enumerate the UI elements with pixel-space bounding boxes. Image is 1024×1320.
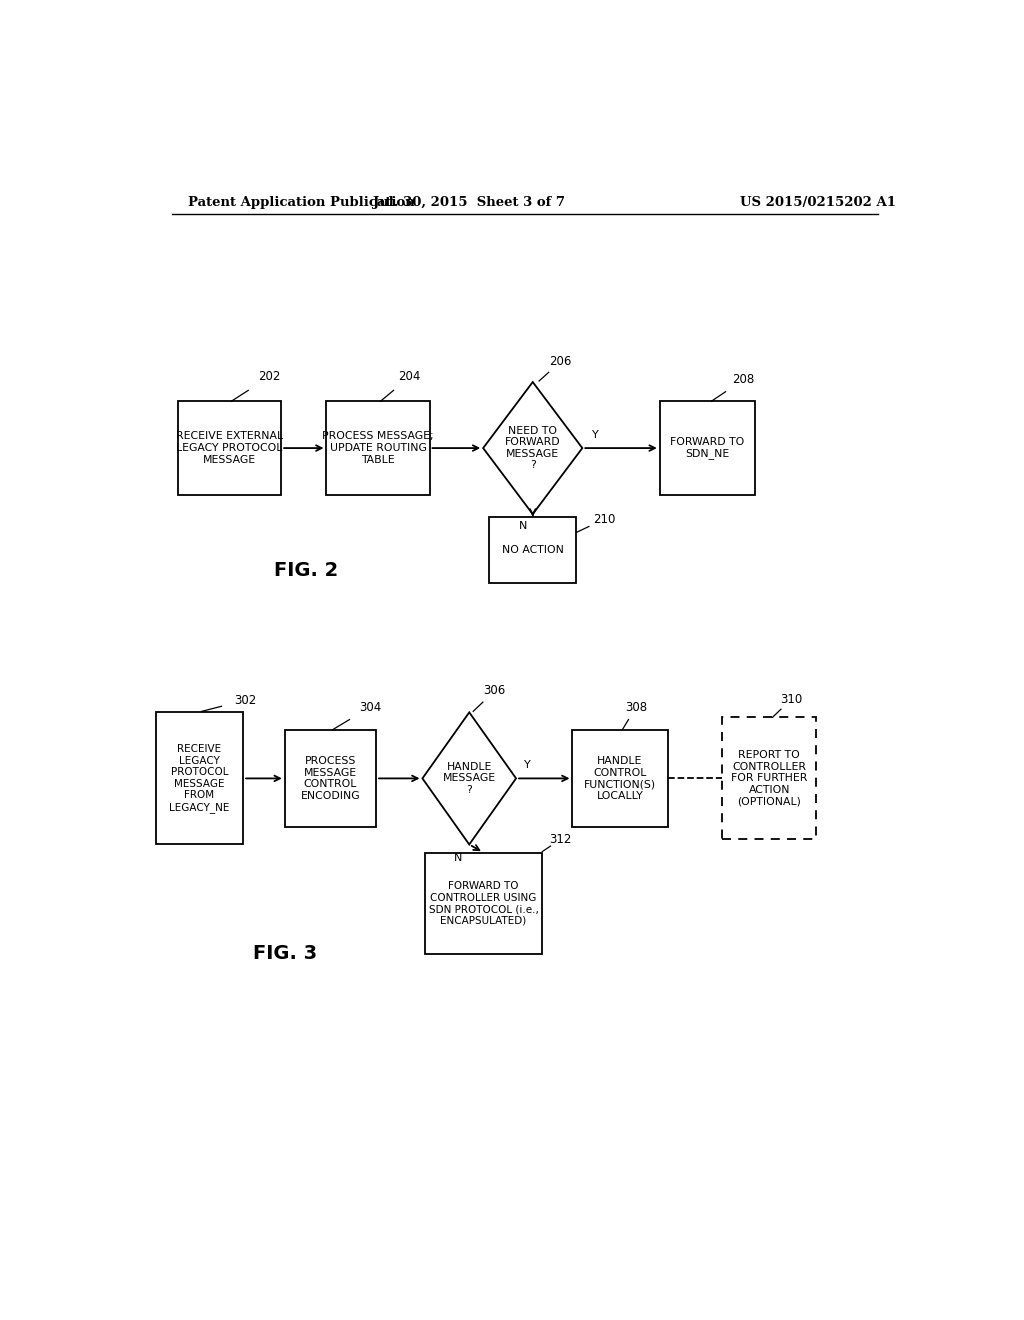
Text: 210: 210 xyxy=(593,512,615,525)
Text: HANDLE
CONTROL
FUNCTION(S)
LOCALLY: HANDLE CONTROL FUNCTION(S) LOCALLY xyxy=(584,756,656,801)
Text: FIG. 3: FIG. 3 xyxy=(253,944,317,962)
Text: PROCESS MESSAGE;
UPDATE ROUTING
TABLE: PROCESS MESSAGE; UPDATE ROUTING TABLE xyxy=(323,432,434,465)
Text: PROCESS
MESSAGE
CONTROL
ENCODING: PROCESS MESSAGE CONTROL ENCODING xyxy=(301,756,360,801)
Text: HANDLE
MESSAGE
?: HANDLE MESSAGE ? xyxy=(442,762,496,795)
Bar xyxy=(572,730,668,826)
Text: 308: 308 xyxy=(625,701,647,714)
Text: Jul. 30, 2015  Sheet 3 of 7: Jul. 30, 2015 Sheet 3 of 7 xyxy=(373,195,565,209)
Text: US 2015/0215202 A1: US 2015/0215202 A1 xyxy=(740,195,896,209)
Text: REPORT TO
CONTROLLER
FOR FURTHER
ACTION
(OPTIONAL): REPORT TO CONTROLLER FOR FURTHER ACTION … xyxy=(731,750,807,807)
Text: RECEIVE
LEGACY
PROTOCOL
MESSAGE
FROM
LEGACY_NE: RECEIVE LEGACY PROTOCOL MESSAGE FROM LEG… xyxy=(169,744,229,813)
Text: FORWARD TO
SDN_NE: FORWARD TO SDN_NE xyxy=(670,437,744,459)
Text: N: N xyxy=(454,853,462,863)
Text: NEED TO
FORWARD
MESSAGE
?: NEED TO FORWARD MESSAGE ? xyxy=(505,425,560,470)
Text: Patent Application Publication: Patent Application Publication xyxy=(187,195,415,209)
Text: 302: 302 xyxy=(234,693,257,706)
Bar xyxy=(659,401,755,495)
Text: 306: 306 xyxy=(483,685,506,697)
Text: FIG. 2: FIG. 2 xyxy=(274,561,339,579)
Text: 204: 204 xyxy=(398,371,421,383)
Text: 310: 310 xyxy=(780,693,803,706)
Bar xyxy=(178,401,282,495)
Text: Y: Y xyxy=(592,430,599,440)
Text: NO ACTION: NO ACTION xyxy=(502,545,563,554)
Text: 304: 304 xyxy=(359,701,381,714)
Text: 202: 202 xyxy=(258,371,281,383)
Text: 312: 312 xyxy=(549,833,571,846)
Bar xyxy=(489,516,577,582)
Text: FORWARD TO
CONTROLLER USING
SDN PROTOCOL (i.e.,
ENCAPSULATED): FORWARD TO CONTROLLER USING SDN PROTOCOL… xyxy=(429,880,539,925)
Text: N: N xyxy=(518,521,526,532)
Polygon shape xyxy=(483,381,583,515)
Polygon shape xyxy=(423,713,516,845)
Text: 208: 208 xyxy=(732,374,754,387)
Bar xyxy=(156,713,243,845)
Bar xyxy=(425,853,543,954)
Bar xyxy=(327,401,430,495)
Text: 206: 206 xyxy=(549,355,571,368)
Bar xyxy=(722,718,816,840)
Text: Y: Y xyxy=(524,760,530,771)
Bar xyxy=(285,730,376,826)
Text: RECEIVE EXTERNAL
LEGACY PROTOCOL
MESSAGE: RECEIVE EXTERNAL LEGACY PROTOCOL MESSAGE xyxy=(176,432,284,465)
